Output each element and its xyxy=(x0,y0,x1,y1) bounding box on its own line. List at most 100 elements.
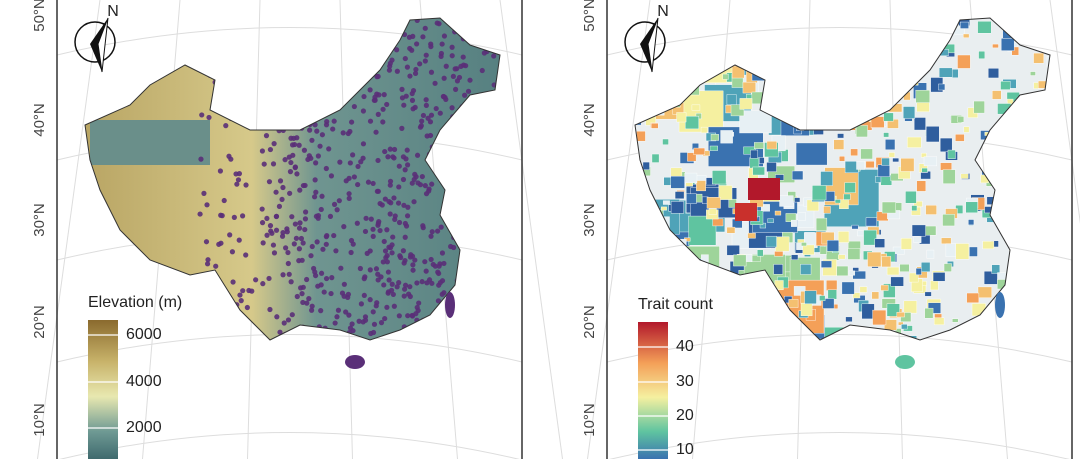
occurrence-dot xyxy=(496,247,500,253)
occurrence-dot xyxy=(365,68,371,74)
region xyxy=(820,66,831,75)
occurrence-dot xyxy=(323,241,329,247)
latitude-label: 20°N xyxy=(581,305,598,339)
region xyxy=(987,323,1002,339)
occurrence-dot xyxy=(286,271,292,277)
region xyxy=(820,260,832,268)
region xyxy=(770,42,782,55)
region xyxy=(1048,240,1050,250)
occurrence-dot xyxy=(387,178,394,184)
occurrence-dot xyxy=(384,48,391,54)
occurrence-dot xyxy=(495,29,500,35)
occurrence-dot xyxy=(371,321,378,327)
occurrence-dot xyxy=(357,265,363,272)
region xyxy=(895,39,907,50)
region xyxy=(852,292,861,299)
region xyxy=(656,265,665,272)
region xyxy=(685,115,699,130)
region xyxy=(1049,188,1050,203)
occurrence-dot xyxy=(243,252,249,258)
occurrence-dot xyxy=(363,215,369,221)
region xyxy=(801,59,809,67)
occurrence-dot xyxy=(309,137,315,143)
region xyxy=(766,162,777,172)
occurrence-dot xyxy=(414,41,420,47)
occurrence-dot xyxy=(234,320,241,327)
occurrence-dot xyxy=(319,132,325,138)
occurrence-dot xyxy=(244,304,250,311)
region xyxy=(832,46,839,53)
occurrence-dot xyxy=(379,202,385,208)
occurrence-dot xyxy=(423,97,429,103)
region xyxy=(1011,170,1021,178)
region xyxy=(700,126,708,134)
occurrence-dot xyxy=(217,286,223,292)
occurrence-dot xyxy=(405,204,411,210)
occurrence-dot xyxy=(443,96,449,103)
occurrence-dot xyxy=(290,152,296,158)
region xyxy=(781,115,789,121)
region xyxy=(777,340,787,350)
region xyxy=(1021,236,1035,251)
occurrence-dot xyxy=(331,232,337,239)
occurrence-dot xyxy=(207,52,213,58)
occurrence-dot xyxy=(201,190,207,196)
occurrence-dot xyxy=(284,77,290,83)
colorbar xyxy=(88,320,118,459)
occurrence-dot xyxy=(343,178,349,184)
occurrence-dot xyxy=(404,327,411,333)
occurrence-dot xyxy=(384,304,390,310)
occurrence-dot xyxy=(236,237,242,243)
region xyxy=(1040,308,1050,322)
occurrence-dot xyxy=(256,117,263,123)
occurrence-dot xyxy=(399,86,405,92)
north-arrow xyxy=(97,17,109,73)
region xyxy=(726,304,737,316)
occurrence-dot xyxy=(342,77,348,83)
region xyxy=(791,219,797,227)
region xyxy=(651,153,660,163)
occurrence-dot xyxy=(238,298,244,304)
occurrence-dot xyxy=(213,18,219,24)
region xyxy=(952,318,959,323)
occurrence-dot xyxy=(486,264,493,270)
occurrence-dot xyxy=(395,200,402,206)
occurrence-dot xyxy=(345,56,351,62)
region xyxy=(734,276,743,283)
region xyxy=(759,57,770,65)
region xyxy=(683,43,695,54)
occurrence-dot xyxy=(394,68,400,74)
occurrence-dot xyxy=(428,43,434,50)
occurrence-dot xyxy=(326,41,332,47)
occurrence-dot xyxy=(291,328,297,335)
region xyxy=(883,45,892,52)
occurrence-dot xyxy=(403,223,410,229)
north-circle xyxy=(74,21,116,63)
occurrence-dot xyxy=(270,161,277,167)
region xyxy=(908,272,919,283)
region xyxy=(885,38,900,50)
occurrence-dot xyxy=(217,168,224,174)
occurrence-dot xyxy=(346,76,352,82)
legend-tick-label: 20 xyxy=(676,407,694,424)
region xyxy=(932,272,946,282)
occurrence-dot xyxy=(292,221,298,227)
region xyxy=(848,270,855,276)
occurrence-dot xyxy=(492,169,498,176)
region xyxy=(774,45,783,54)
occurrence-dot xyxy=(457,279,463,285)
region xyxy=(636,130,646,142)
occurrence-dot xyxy=(376,92,382,98)
region xyxy=(1029,181,1038,189)
occurrence-dot xyxy=(296,246,302,252)
region xyxy=(898,321,904,326)
occurrence-dot xyxy=(311,265,317,272)
occurrence-dot xyxy=(259,206,265,212)
region xyxy=(853,56,866,68)
region xyxy=(899,264,910,272)
occurrence-dot xyxy=(347,325,354,331)
region xyxy=(1001,19,1008,26)
region xyxy=(1006,275,1018,285)
occurrence-dot xyxy=(444,153,450,159)
occurrence-dot xyxy=(402,286,408,292)
